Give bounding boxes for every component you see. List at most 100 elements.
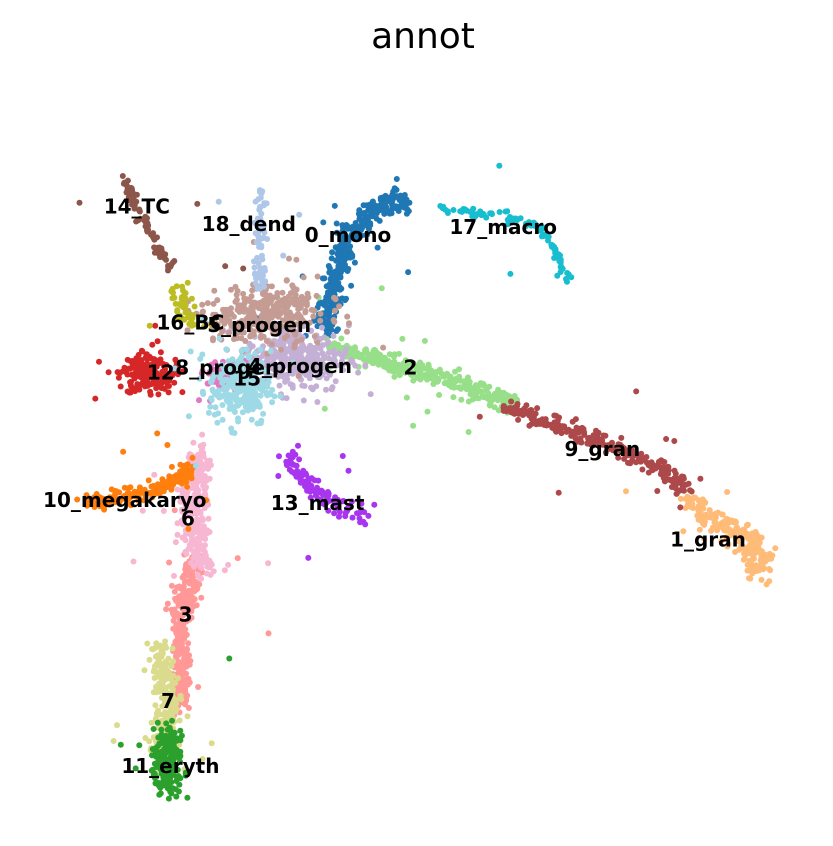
point-2-287 [386, 351, 393, 358]
point-2-277 [354, 351, 360, 358]
point-5_progen-323 [314, 273, 321, 280]
point-5_progen-186 [262, 323, 269, 330]
point-0_mono-312 [339, 228, 346, 234]
point-0_mono-195 [333, 229, 340, 236]
point-5_progen-184 [242, 338, 249, 344]
point-2-86 [391, 358, 398, 365]
point-10_megakaryo-39 [168, 463, 175, 470]
point-1_gran-115 [766, 550, 773, 557]
point-1_gran-224 [696, 526, 703, 533]
point-3-291 [174, 632, 181, 639]
point-4_progen-313 [299, 357, 305, 364]
point-6-247 [199, 445, 206, 452]
point-4_progen-251 [367, 391, 374, 398]
point-6-199 [188, 541, 195, 548]
point-3-275 [170, 617, 177, 624]
point-0_mono-340 [393, 176, 400, 182]
point-14_TC-92 [76, 199, 83, 206]
point-4_progen-238 [321, 334, 328, 341]
point-3-198 [185, 640, 192, 647]
point-5_progen-101 [214, 297, 221, 304]
point-0_mono-319 [329, 269, 336, 276]
point-3-109 [171, 588, 178, 595]
point-3-235 [173, 597, 180, 604]
point-17_macro-64 [450, 207, 457, 213]
point-10_megakaryo-148 [181, 462, 188, 469]
point-4_progen-11 [362, 362, 369, 369]
point-2-280 [331, 340, 338, 347]
point-15-206 [242, 392, 249, 399]
point-1_gran-201 [699, 514, 706, 521]
point-2-309 [410, 422, 417, 429]
point-13_mast-103 [289, 448, 296, 455]
point-1_gran-204 [745, 535, 752, 542]
point-17_macro-79 [557, 252, 563, 259]
point-0_mono-314 [401, 192, 408, 198]
point-5_progen-132 [279, 289, 286, 296]
point-16_BC-43 [180, 293, 187, 300]
point-9_gran-197 [551, 412, 558, 419]
point-18_dend-66 [253, 239, 260, 246]
point-1_gran-225 [744, 561, 751, 568]
point-2-151 [473, 391, 479, 397]
point-4_progen-296 [276, 382, 283, 389]
point-18_dend-71 [296, 211, 303, 218]
point-13_mast-32 [275, 473, 282, 479]
point-3-288 [168, 606, 175, 613]
point-7-4 [144, 640, 151, 647]
point-18_dend-70 [215, 198, 222, 205]
point-4_progen-306 [310, 361, 316, 368]
point-0_mono-305 [333, 273, 340, 280]
point-1_gran-157 [723, 534, 730, 541]
point-5_progen-258 [289, 282, 296, 289]
point-5_progen-201 [344, 313, 351, 320]
point-7-235 [114, 722, 120, 729]
cluster-points-18_dend [215, 187, 303, 292]
point-3-293 [177, 627, 184, 633]
point-14_TC-91 [194, 200, 201, 207]
point-3-251 [180, 621, 187, 628]
point-0_mono-293 [389, 202, 396, 209]
point-4_progen-270 [316, 374, 323, 381]
point-9_gran-232 [687, 487, 693, 494]
point-6-191 [172, 539, 179, 546]
point-18_dend-57 [258, 252, 265, 259]
cluster-labels: 17_macro0_mono18_dend14_TC16_BC5_progen1… [43, 195, 746, 779]
point-2-228 [363, 349, 370, 356]
point-6-197 [204, 556, 211, 563]
point-1_gran-191 [750, 565, 757, 572]
point-5_progen-327 [317, 310, 324, 317]
point-6-180 [200, 546, 207, 552]
point-10_megakaryo-114 [178, 480, 185, 487]
point-0_mono-327 [332, 285, 339, 292]
point-7-216 [152, 663, 158, 670]
point-15-108 [215, 410, 222, 417]
point-9_gran-200 [572, 428, 578, 435]
point-2-282 [441, 373, 448, 380]
point-11_eryth-205 [157, 790, 164, 797]
point-1_gran-162 [744, 567, 751, 574]
point-5_progen-86 [346, 320, 352, 327]
point-3-277 [183, 653, 189, 660]
point-6-192 [194, 572, 201, 578]
cluster-label-12: 12 [147, 361, 175, 385]
point-0_mono-287 [357, 209, 364, 216]
point-12-176 [127, 379, 134, 386]
point-2-235 [371, 346, 378, 353]
point-10_megakaryo-144 [160, 481, 167, 488]
point-4_progen-222 [264, 357, 271, 364]
point-9_gran-171 [531, 417, 538, 424]
point-0_mono-343 [351, 234, 358, 241]
point-7-109 [141, 667, 148, 674]
point-2-233 [471, 386, 478, 393]
point-2-268 [367, 351, 374, 358]
point-7-114 [150, 646, 156, 653]
point-1_gran-175 [711, 519, 718, 526]
point-18_dend-72 [280, 252, 287, 259]
cluster-label-8_progen: 8_progen [175, 356, 279, 380]
point-3-240 [164, 600, 171, 607]
point-5_progen-194 [259, 298, 266, 305]
point-7-138 [146, 738, 153, 745]
point-4_progen-325 [301, 383, 308, 389]
